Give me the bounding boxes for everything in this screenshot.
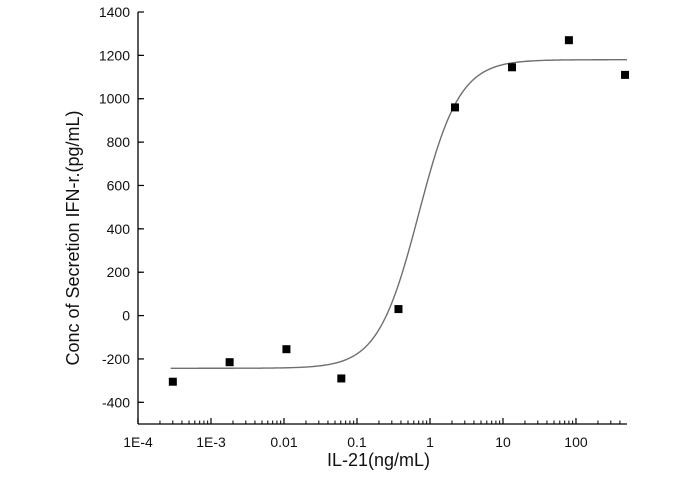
y-tick-label: 800 — [107, 134, 131, 150]
x-tick-label: 0.01 — [270, 434, 297, 450]
data-point — [564, 36, 573, 45]
data-point — [225, 358, 234, 367]
x-tick-label: 1E-4 — [123, 434, 153, 450]
y-tick-label: 1000 — [99, 91, 130, 107]
data-points — [168, 36, 630, 386]
data-point — [621, 70, 630, 79]
y-tick-label: 1200 — [99, 47, 130, 63]
axes — [137, 11, 627, 425]
x-tick-label: 1E-3 — [196, 434, 226, 450]
y-tick-label: 200 — [107, 264, 131, 280]
data-point — [282, 345, 291, 354]
tick-labels: 1400 1200 1000 800 600 400 200 0 -200 -400 1E-4 1E-… — [99, 4, 588, 450]
fit-curve-layer — [170, 59, 627, 369]
y-tick-label: -400 — [102, 394, 130, 410]
y-tick-label: 400 — [107, 221, 131, 237]
y-tick-label: 600 — [107, 177, 131, 193]
x-tick-label: 10 — [495, 434, 511, 450]
y-tick-label: -200 — [102, 351, 130, 367]
fit-curve-line — [170, 59, 627, 369]
x-tick-label: 0.1 — [347, 434, 367, 450]
y-axis-title: Conc of Secretion IFN-r.(pg/mL) — [63, 110, 83, 365]
y-tick-label: 0 — [122, 308, 130, 324]
data-point — [168, 377, 177, 386]
x-tick-label: 100 — [564, 434, 588, 450]
x-tick-label: 1 — [426, 434, 434, 450]
data-point — [337, 374, 346, 383]
data-point — [394, 305, 403, 314]
data-point — [508, 63, 517, 72]
x-axis-title: IL-21(ng/mL) — [327, 450, 430, 470]
data-point — [450, 103, 459, 112]
y-tick-label: 1400 — [99, 4, 130, 20]
